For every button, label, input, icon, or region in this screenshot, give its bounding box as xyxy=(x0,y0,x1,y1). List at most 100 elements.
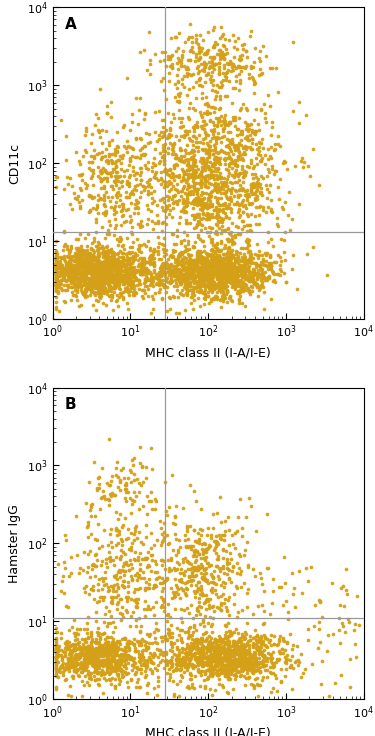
Point xyxy=(271,638,277,650)
Point xyxy=(238,581,244,592)
Point xyxy=(211,655,217,667)
Point xyxy=(238,604,244,616)
Point xyxy=(220,266,226,278)
Point xyxy=(223,645,229,657)
Point xyxy=(105,254,111,266)
Point xyxy=(121,265,127,277)
Point xyxy=(192,236,198,248)
Point xyxy=(240,43,246,55)
Point xyxy=(72,262,78,274)
Point xyxy=(213,181,219,193)
Point xyxy=(219,258,225,269)
Point xyxy=(87,656,93,668)
Point xyxy=(242,265,248,277)
Point xyxy=(251,658,257,670)
Point xyxy=(152,159,158,171)
Point xyxy=(166,259,172,271)
Point xyxy=(62,274,68,286)
Point xyxy=(111,648,117,659)
Point xyxy=(250,640,256,651)
Point xyxy=(105,269,111,281)
Point xyxy=(107,555,113,567)
Point xyxy=(207,662,213,674)
Point xyxy=(224,556,230,567)
Point xyxy=(85,612,91,623)
Point xyxy=(209,263,215,275)
Point xyxy=(216,654,222,665)
Point xyxy=(121,660,127,672)
Point xyxy=(236,294,242,306)
Point xyxy=(186,155,192,167)
Point xyxy=(216,663,222,675)
Point xyxy=(222,592,228,604)
Point xyxy=(58,661,64,673)
Point xyxy=(99,240,105,252)
Point xyxy=(74,286,80,298)
Point xyxy=(148,657,154,668)
Point xyxy=(218,597,224,609)
Point xyxy=(202,554,208,566)
Point xyxy=(102,258,108,269)
Point xyxy=(186,255,192,266)
Point xyxy=(137,163,143,174)
Point xyxy=(218,604,224,615)
Point xyxy=(150,249,156,261)
Point xyxy=(118,263,124,275)
Point xyxy=(72,649,78,661)
Point xyxy=(141,553,147,565)
Point xyxy=(90,272,96,284)
Point xyxy=(106,268,112,280)
Point xyxy=(240,630,246,642)
Point xyxy=(240,200,246,212)
Point xyxy=(255,148,261,160)
Point xyxy=(100,643,106,655)
Point xyxy=(158,171,164,183)
Point xyxy=(96,283,102,294)
Point xyxy=(245,126,251,138)
Point xyxy=(99,539,105,551)
Point xyxy=(101,274,107,286)
Point xyxy=(246,269,252,281)
Point xyxy=(228,153,234,165)
Point xyxy=(173,654,179,665)
Point xyxy=(84,266,90,278)
Point xyxy=(89,648,95,660)
Point xyxy=(99,124,105,135)
Point xyxy=(228,270,234,282)
Point xyxy=(181,197,187,209)
Point xyxy=(200,660,206,672)
Point xyxy=(87,266,93,278)
Point xyxy=(183,200,189,212)
Point xyxy=(230,274,236,286)
Point xyxy=(90,652,96,664)
Point xyxy=(209,651,215,662)
Point xyxy=(290,105,296,117)
Point xyxy=(99,257,105,269)
Point xyxy=(53,275,59,287)
Point xyxy=(133,601,139,612)
Point xyxy=(99,146,105,158)
Point xyxy=(183,269,189,280)
Point xyxy=(147,255,153,266)
Point xyxy=(178,632,184,644)
Point xyxy=(202,158,208,170)
Point xyxy=(196,548,202,560)
Point xyxy=(90,580,96,592)
Point xyxy=(172,183,178,195)
Point xyxy=(104,258,110,269)
Point xyxy=(340,620,346,631)
Point xyxy=(63,534,69,545)
Point xyxy=(214,272,220,284)
Point xyxy=(217,255,223,267)
Point xyxy=(206,266,212,278)
Point xyxy=(100,647,106,659)
Point xyxy=(161,54,167,66)
Point xyxy=(251,180,257,191)
Point xyxy=(183,280,189,291)
Point xyxy=(191,545,197,557)
Point xyxy=(260,660,266,672)
Point xyxy=(211,125,217,137)
Point xyxy=(92,275,98,286)
Point xyxy=(92,636,98,648)
Point xyxy=(106,584,112,596)
